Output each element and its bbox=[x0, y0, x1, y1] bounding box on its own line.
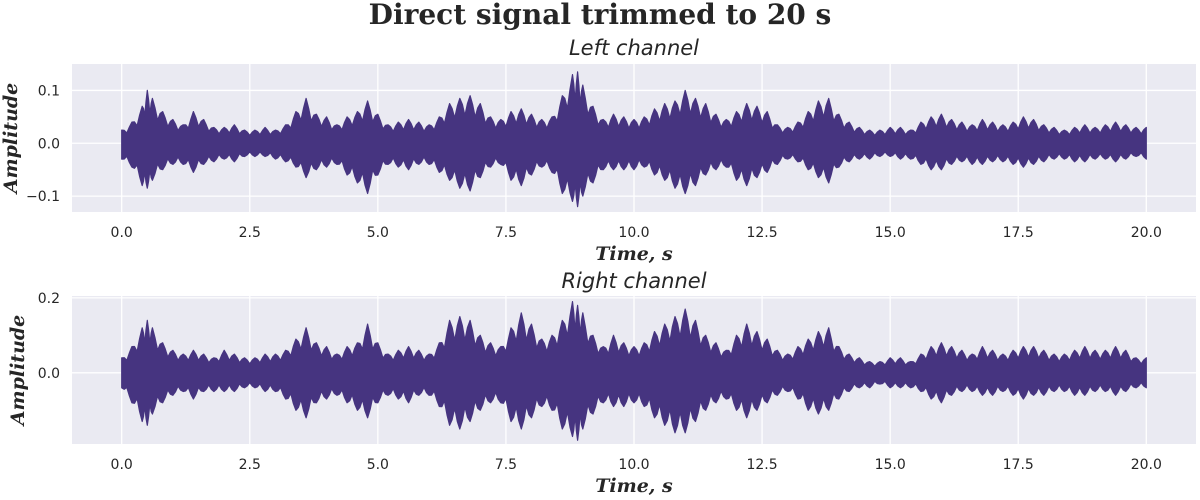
left-channel-y-label: Amplitude bbox=[0, 83, 22, 196]
right-channel-y-label: Amplitude bbox=[7, 315, 29, 428]
left-channel-waveform bbox=[121, 71, 1147, 208]
right-channel-x-tick-label: 2.5 bbox=[239, 457, 261, 473]
figure-title: Direct signal trimmed to 20 s bbox=[369, 0, 832, 31]
right-channel-x-tick-label: 10.0 bbox=[618, 457, 649, 473]
left-channel-x-label: Time, s bbox=[595, 243, 673, 265]
right-channel-x-tick-label: 5.0 bbox=[367, 457, 389, 473]
left-channel-x-tick-label: 12.5 bbox=[746, 225, 777, 241]
left-channel-x-tick-label: 17.5 bbox=[1003, 225, 1034, 241]
right-channel-x-tick-label: 7.5 bbox=[495, 457, 517, 473]
left-channel-x-tick-label: 15.0 bbox=[875, 225, 906, 241]
right-channel-waveform bbox=[121, 301, 1147, 441]
left-channel-x-tick-label: 7.5 bbox=[495, 225, 517, 241]
right-channel-y-tick-label: 0.2 bbox=[38, 291, 60, 307]
left-channel-y-ticks: −0.1 0.0 0.1 bbox=[26, 83, 60, 205]
left-channel-title: Left channel bbox=[569, 36, 699, 60]
right-channel-y-ticks: 0.0 0.2 bbox=[38, 291, 60, 382]
left-channel-panel: 0.0 2.5 5.0 7.5 10.0 12.5 15.0 17.5 20.0 −0.1 0.0… bbox=[0, 36, 1196, 265]
right-channel-title: Right channel bbox=[561, 269, 706, 293]
right-channel-y-tick-label: 0.0 bbox=[38, 366, 60, 382]
right-channel-panel: 0.0 2.5 5.0 7.5 10.0 12.5 15.0 17.5 20.0 0.00.2 … bbox=[7, 269, 1196, 497]
left-channel-y-tick-label: −0.1 bbox=[26, 189, 60, 205]
left-channel-x-tick-label: 10.0 bbox=[618, 225, 649, 241]
left-channel-x-tick-label: 2.5 bbox=[239, 225, 261, 241]
right-channel-x-tick-label: 0.0 bbox=[111, 457, 133, 473]
left-channel-x-tick-label: 5.0 bbox=[367, 225, 389, 241]
left-channel-x-tick-label: 0.0 bbox=[111, 225, 133, 241]
left-channel-y-tick-label: 0.0 bbox=[38, 136, 60, 152]
left-channel-x-ticks: 0.0 2.5 5.0 7.5 10.0 12.5 15.0 17.5 20.0 bbox=[111, 225, 1162, 241]
right-channel-x-tick-label: 15.0 bbox=[875, 457, 906, 473]
right-channel-x-tick-label: 17.5 bbox=[1003, 457, 1034, 473]
right-channel-x-tick-label: 20.0 bbox=[1131, 457, 1162, 473]
right-channel-x-tick-label: 12.5 bbox=[746, 457, 777, 473]
left-channel-x-tick-label: 20.0 bbox=[1131, 225, 1162, 241]
right-channel-x-label: Time, s bbox=[595, 475, 673, 497]
left-channel-y-tick-label: 0.1 bbox=[38, 83, 60, 99]
right-channel-x-ticks: 0.0 2.5 5.0 7.5 10.0 12.5 15.0 17.5 20.0 bbox=[111, 457, 1162, 473]
